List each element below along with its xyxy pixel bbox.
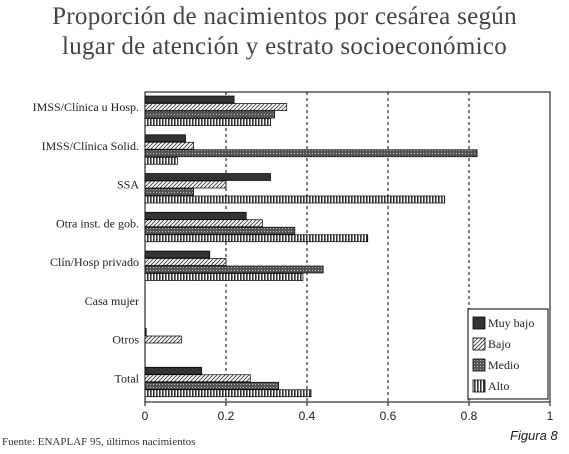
bar-bajo — [144, 141, 194, 150]
bar-bajo — [144, 258, 227, 266]
x-tick-label: 1 — [547, 409, 554, 423]
bar-alto — [144, 118, 271, 126]
category-label: IMSS/Clínica Solid. — [42, 139, 139, 153]
bar-muy-bajo — [144, 173, 271, 181]
bar-muy-bajo — [144, 134, 186, 143]
bar-bajo — [144, 335, 182, 344]
bar-bajo — [144, 103, 288, 111]
bar-alto — [144, 273, 304, 281]
bar-muy-bajo — [144, 250, 211, 259]
legend-label: Medio — [488, 358, 519, 372]
bar-muy-bajo — [144, 95, 235, 104]
bar-alto — [144, 389, 312, 398]
bar-alto — [144, 195, 446, 204]
category-label: Otros — [112, 333, 139, 347]
legend-swatch — [472, 337, 486, 351]
legend: Muy bajo Bajo Medio Alto — [467, 308, 549, 400]
bar-alto — [144, 234, 369, 243]
bar-alto — [144, 156, 178, 165]
legend-swatch — [472, 358, 486, 372]
bars — [144, 95, 478, 398]
legend-label: Alto — [488, 379, 509, 393]
bar-bajo — [144, 180, 227, 189]
x-tick-label: 0.6 — [380, 409, 397, 423]
legend-swatch — [472, 316, 486, 330]
category-label: Casa mujer — [85, 294, 139, 308]
figure-label: Figura 8 — [510, 428, 558, 443]
bar-muy-bajo — [144, 211, 247, 220]
gridlines — [225, 92, 470, 402]
category-label: Otra inst. de gob. — [56, 216, 139, 230]
bar-muy-bajo — [144, 366, 203, 375]
x-tick-label: 0.8 — [461, 409, 478, 423]
category-label: SSA — [117, 178, 139, 192]
category-labels: IMSS/Clínica u Hosp. IMSS/Clínica Solid. S… — [33, 100, 140, 385]
x-tick-label: 0.2 — [218, 409, 235, 423]
x-tick-label: 0.4 — [299, 409, 316, 423]
legend-label: Bajo — [488, 337, 511, 351]
bar-bajo — [144, 219, 263, 228]
x-tick-label: 0 — [142, 409, 149, 423]
plot-area — [144, 91, 551, 403]
x-axis-ticks: 0 0.2 0.4 0.6 0.8 1 — [142, 402, 554, 423]
bar-medio — [144, 265, 324, 274]
legend-swatch — [472, 379, 486, 393]
category-label: Clín/Hosp privado — [50, 255, 139, 269]
bar-bajo — [144, 374, 251, 383]
bar-medio — [144, 149, 478, 158]
bar-medio — [144, 110, 275, 119]
bar-muy-bajo — [144, 328, 147, 336]
category-label: Total — [115, 371, 140, 385]
chart-title-line-1: Proporción de nacimientos por cesárea se… — [52, 3, 517, 30]
bar-medio — [144, 381, 279, 390]
bar-medio — [144, 226, 296, 235]
source-note: Fuente: ENAPLAF 95, últimos nacimientos — [2, 436, 196, 448]
category-label: IMSS/Clínica u Hosp. — [33, 100, 139, 114]
legend-label: Muy bajo — [488, 316, 534, 330]
bar-medio — [144, 188, 194, 196]
chart-title-line-2: lugar de atención y estrato socioeconómi… — [61, 33, 508, 60]
